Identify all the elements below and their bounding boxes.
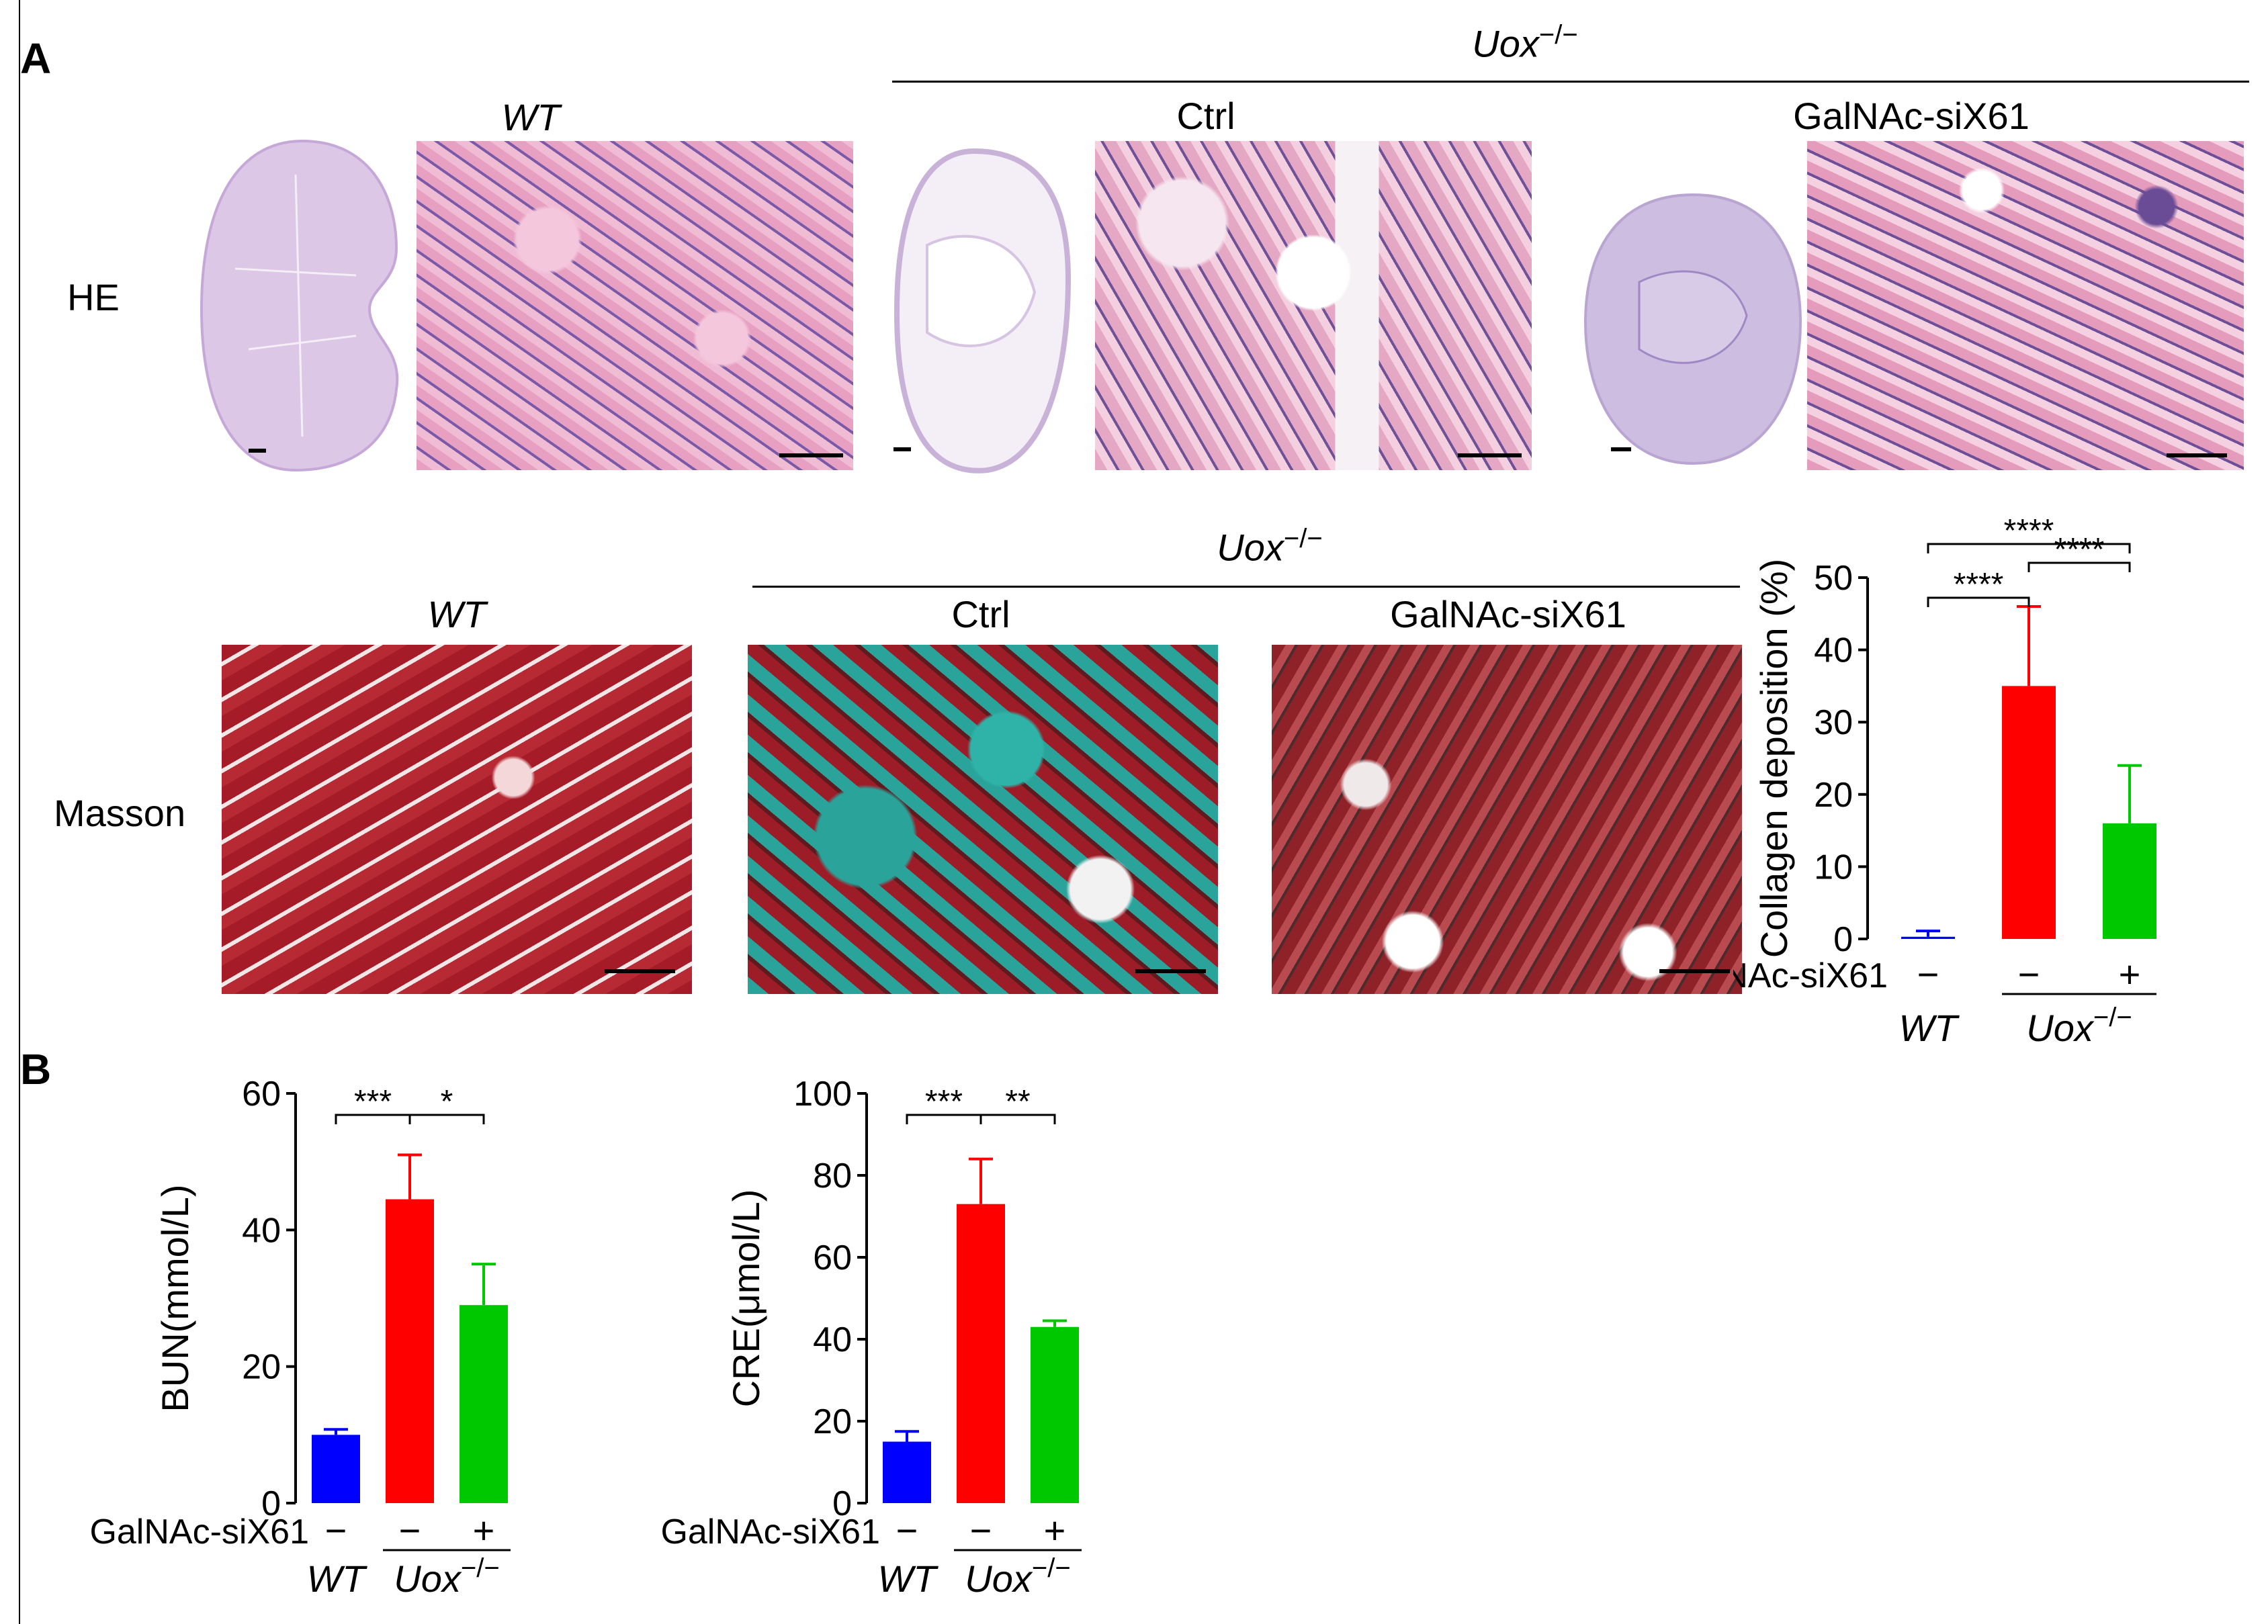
significance-label: ****	[2004, 513, 2054, 549]
he-uox-group-line	[892, 81, 2249, 83]
significance-bracket	[1927, 596, 2030, 607]
y-tick-label: 0	[832, 1484, 852, 1523]
masson-treat-micrograph	[1272, 645, 1742, 994]
he-treat-kidney-scalebar	[1611, 447, 1631, 451]
significance-label: ****	[2054, 532, 2105, 568]
y-tick-label: 40	[813, 1320, 852, 1359]
y-tick-label: 60	[242, 1075, 281, 1114]
y-tick-label: 100	[793, 1075, 852, 1114]
y-tick-label: 0	[261, 1484, 281, 1523]
masson-treat-scalebar	[1659, 969, 1730, 973]
significance-bracket	[2027, 561, 2131, 572]
masson-wt-title: WT	[427, 593, 486, 635]
significance-label: *	[441, 1084, 453, 1120]
y-tick-label: 0	[1833, 920, 1853, 959]
masson-ctrl-title: Ctrl	[951, 593, 1010, 635]
bun-chart: 0 20 40 60 BUN(mmol/L) − − + GalNAc-siX61 WT Uox−/…	[89, 1075, 511, 1600]
bar	[312, 1435, 360, 1503]
treatment-mark: −	[970, 1509, 992, 1551]
masson-uox-title: Uox−/−	[1217, 524, 1323, 569]
he-wt-micrograph	[417, 141, 853, 470]
treatment-mark: +	[2119, 953, 2141, 995]
group-label-wt: WT	[306, 1558, 367, 1600]
significance-label: **	[1005, 1084, 1030, 1120]
collagen-deposition-chart: 0 10 20 30 40 50 Collagen deposition (%) − − + Gal…	[1733, 513, 2156, 1049]
group-label-ko: Uox−/−	[394, 1553, 499, 1600]
he-wt-micro-scalebar	[779, 453, 843, 457]
he-ctrl-micrograph	[1095, 141, 1532, 470]
he-ctrl-micro-scalebar	[1458, 453, 1522, 457]
he-ctrl-kidney-scalebar	[893, 447, 911, 451]
bar	[1901, 936, 1955, 939]
y-axis-label: Collagen deposition (%)	[1753, 559, 1795, 958]
panel-b-letter: B	[20, 1045, 52, 1093]
significance-label: ***	[925, 1084, 963, 1120]
treatment-mark: −	[896, 1509, 918, 1551]
y-tick-label: 40	[1814, 631, 1853, 670]
he-treat-kidney-image	[1583, 193, 1802, 465]
he-treat-micrograph	[1807, 141, 2244, 470]
bar	[883, 1441, 931, 1503]
group-label-ko: Uox−/−	[965, 1553, 1070, 1600]
masson-wt-scalebar	[605, 969, 675, 973]
significance-label: ****	[1954, 567, 2004, 602]
bar	[1031, 1326, 1079, 1503]
cre-chart: 0 20 40 60 80 100 CRE(μmol/L) − − + GalNAc-siX61 WT…	[660, 1075, 1082, 1600]
masson-wt-micrograph	[222, 645, 692, 994]
he-wt-kidney-scalebar	[249, 449, 266, 453]
masson-row-label: Masson	[54, 792, 186, 834]
bar	[2002, 686, 2056, 939]
significance-bracket	[979, 1114, 1056, 1124]
he-ctrl-title: Ctrl	[1176, 95, 1235, 137]
he-uox-title: Uox−/−	[1472, 20, 1578, 65]
group-label-wt: WT	[877, 1558, 939, 1600]
masson-ctrl-micrograph	[748, 645, 1218, 994]
significance-bracket	[408, 1114, 485, 1124]
he-row-label: HE	[67, 276, 120, 318]
treatment-mark: +	[1044, 1509, 1066, 1551]
treatment-mark: +	[473, 1509, 495, 1551]
bar	[957, 1204, 1005, 1503]
he-treat-title: GalNAc-siX61	[1793, 95, 2030, 137]
treatment-mark: −	[1917, 953, 1939, 995]
bar	[460, 1305, 508, 1503]
group-label-wt: WT	[1899, 1007, 1960, 1049]
panel-a-letter: A	[20, 34, 52, 83]
y-tick-label: 40	[242, 1211, 281, 1250]
he-wt-kidney-image	[200, 139, 399, 472]
y-tick-label: 20	[813, 1402, 852, 1441]
y-tick-label: 10	[1814, 848, 1853, 887]
he-ctrl-kidney-image	[893, 148, 1072, 473]
y-tick-label: 50	[1814, 559, 1853, 598]
masson-ctrl-scalebar	[1135, 969, 1206, 973]
significance-bracket	[1927, 543, 2131, 553]
treatment-label: GalNAc-siX61	[89, 1513, 309, 1551]
treatment-label: GalNAc-siX61	[660, 1513, 880, 1551]
y-tick-label: 20	[1814, 776, 1853, 815]
y-tick-label: 30	[1814, 703, 1853, 742]
figure-left-border	[19, 0, 20, 1624]
treatment-mark: −	[325, 1509, 347, 1551]
y-tick-label: 20	[242, 1348, 281, 1387]
y-tick-label: 60	[813, 1238, 852, 1277]
bar	[386, 1199, 434, 1503]
significance-label: ***	[354, 1084, 392, 1120]
bar	[2103, 823, 2156, 939]
treatment-mark: −	[399, 1509, 421, 1551]
y-axis-label: BUN(mmol/L)	[154, 1184, 196, 1412]
y-axis-label: CRE(μmol/L)	[725, 1189, 767, 1408]
treatment-label: GalNAc-siX61	[1733, 956, 1888, 995]
masson-treat-title: GalNAc-siX61	[1390, 593, 1626, 635]
he-treat-micro-scalebar	[2167, 453, 2227, 457]
he-wt-title: WT	[501, 96, 560, 138]
y-tick-label: 80	[813, 1157, 852, 1196]
treatment-mark: −	[2018, 953, 2040, 995]
masson-uox-group-line	[752, 586, 1740, 588]
group-label-ko: Uox−/−	[2026, 1003, 2132, 1049]
